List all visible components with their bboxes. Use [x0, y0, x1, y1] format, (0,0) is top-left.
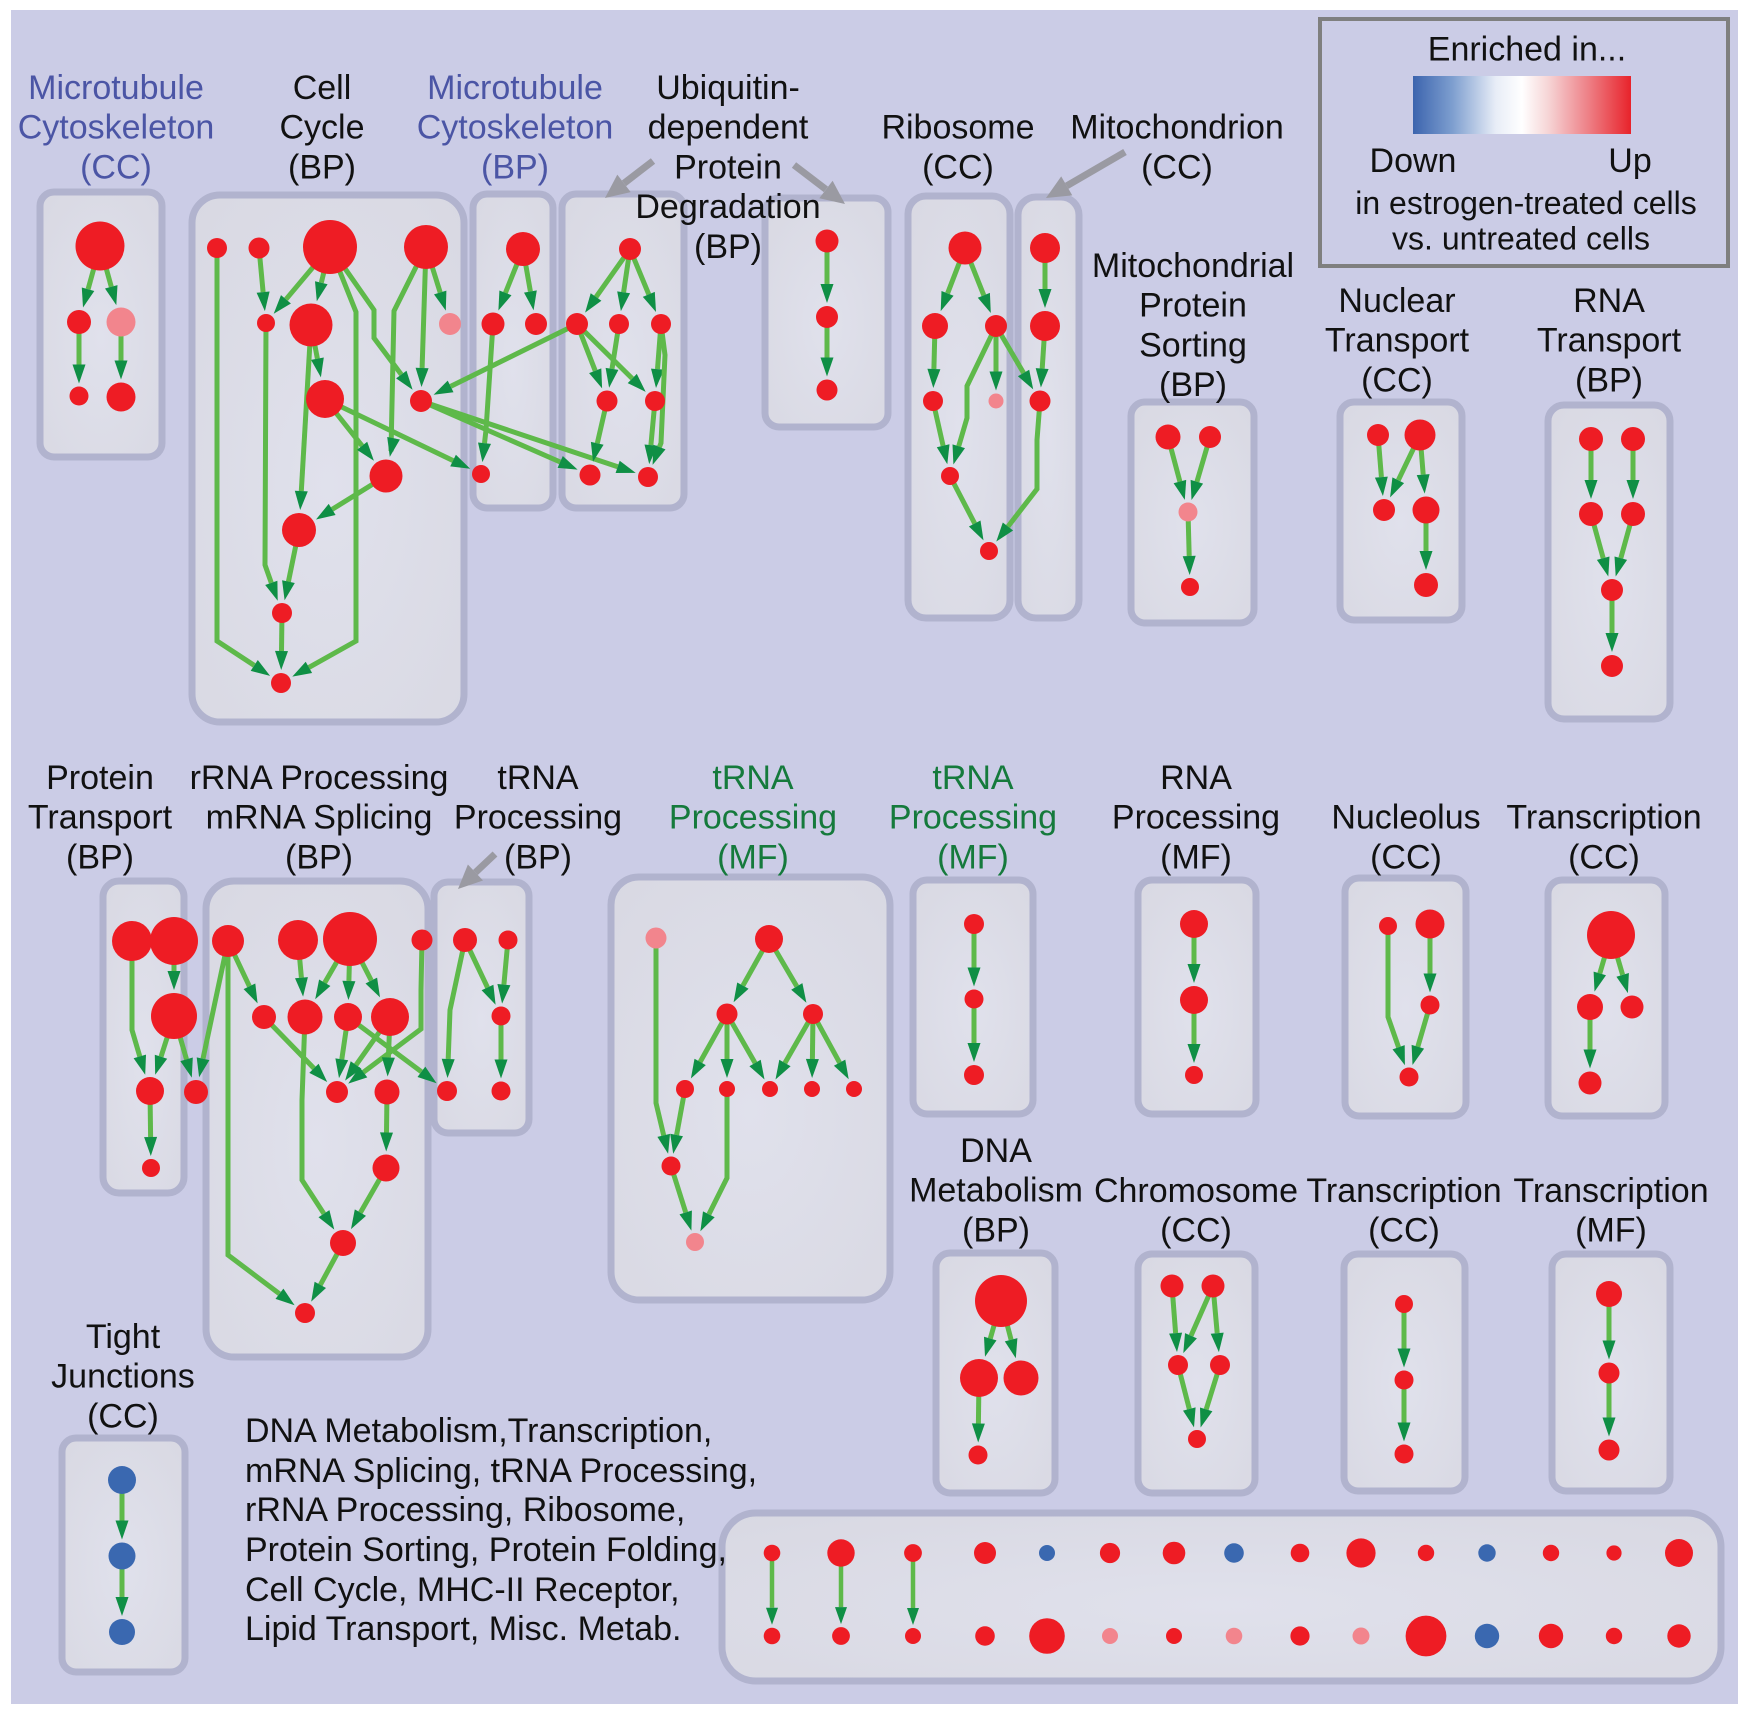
svg-text:mRNA Splicing: mRNA Splicing	[206, 799, 433, 837]
svg-text:Cell: Cell	[293, 69, 352, 107]
svg-text:Cycle: Cycle	[279, 109, 364, 147]
svg-text:Protein: Protein	[46, 759, 154, 797]
svg-text:(CC): (CC)	[1361, 361, 1433, 399]
svg-text:Metabolism: Metabolism	[909, 1172, 1083, 1210]
svg-text:Transport: Transport	[1325, 322, 1470, 360]
svg-text:in estrogen-treated cells: in estrogen-treated cells	[1355, 185, 1697, 221]
svg-text:DNA: DNA	[960, 1132, 1032, 1170]
svg-text:(CC): (CC)	[1568, 838, 1640, 876]
svg-text:Down: Down	[1370, 142, 1457, 180]
svg-text:tRNA: tRNA	[932, 759, 1014, 797]
svg-text:Protein: Protein	[674, 148, 782, 186]
svg-text:(BP): (BP)	[66, 838, 134, 876]
svg-text:RNA: RNA	[1573, 282, 1645, 320]
svg-text:Degradation: Degradation	[635, 188, 820, 226]
svg-text:(BP): (BP)	[962, 1211, 1030, 1249]
svg-text:(CC): (CC)	[922, 148, 994, 186]
svg-text:(MF): (MF)	[717, 838, 789, 876]
svg-text:(BP): (BP)	[504, 838, 572, 876]
svg-text:Junctions: Junctions	[51, 1358, 195, 1396]
svg-text:Microtubule: Microtubule	[427, 69, 603, 107]
svg-text:(BP): (BP)	[1159, 366, 1227, 404]
svg-text:tRNA: tRNA	[712, 759, 794, 797]
svg-text:Nuclear: Nuclear	[1338, 282, 1455, 320]
svg-text:Lipid Transport, Misc. Metab.: Lipid Transport, Misc. Metab.	[245, 1610, 682, 1648]
svg-text:Tight: Tight	[86, 1318, 161, 1356]
svg-text:Transcription: Transcription	[1513, 1172, 1708, 1210]
svg-text:Processing: Processing	[1112, 799, 1280, 837]
svg-text:(BP): (BP)	[1575, 361, 1643, 399]
svg-text:(MF): (MF)	[1160, 838, 1232, 876]
svg-text:Transport: Transport	[1537, 322, 1682, 360]
svg-text:Chromosome: Chromosome	[1094, 1172, 1298, 1210]
svg-text:mRNA Splicing, tRNA Processing: mRNA Splicing, tRNA Processing,	[245, 1452, 757, 1490]
svg-text:(BP): (BP)	[288, 148, 356, 186]
svg-text:Up: Up	[1608, 142, 1651, 180]
svg-text:RNA: RNA	[1160, 759, 1232, 797]
svg-text:(CC): (CC)	[1370, 838, 1442, 876]
svg-text:vs. untreated cells: vs. untreated cells	[1392, 221, 1650, 257]
svg-text:Processing: Processing	[889, 799, 1057, 837]
svg-text:Cytoskeleton: Cytoskeleton	[417, 109, 614, 147]
svg-text:(CC): (CC)	[80, 148, 152, 186]
svg-text:Protein: Protein	[1139, 287, 1247, 325]
svg-text:Cell Cycle, MHC-II Receptor,: Cell Cycle, MHC-II Receptor,	[245, 1571, 680, 1609]
svg-text:Ribosome: Ribosome	[881, 109, 1034, 147]
svg-text:DNA Metabolism,Transcription,: DNA Metabolism,Transcription,	[245, 1412, 712, 1450]
svg-text:Mitochondrial: Mitochondrial	[1092, 247, 1294, 285]
svg-text:Microtubule: Microtubule	[28, 69, 204, 107]
svg-text:tRNA: tRNA	[497, 759, 579, 797]
svg-text:(BP): (BP)	[285, 838, 353, 876]
svg-text:rRNA Processing: rRNA Processing	[190, 759, 449, 797]
svg-text:(CC): (CC)	[87, 1397, 159, 1435]
svg-text:Processing: Processing	[669, 799, 837, 837]
svg-text:Nucleolus: Nucleolus	[1331, 799, 1480, 837]
svg-text:(MF): (MF)	[1575, 1212, 1647, 1250]
svg-text:dependent: dependent	[648, 109, 809, 147]
svg-text:rRNA Processing, Ribosome,: rRNA Processing, Ribosome,	[245, 1491, 685, 1529]
svg-text:Ubiquitin-: Ubiquitin-	[656, 69, 800, 107]
svg-text:Mitochondrion: Mitochondrion	[1070, 109, 1284, 147]
svg-text:(BP): (BP)	[694, 228, 762, 266]
svg-text:(MF): (MF)	[937, 838, 1009, 876]
svg-text:Transcription: Transcription	[1306, 1172, 1501, 1210]
svg-text:Processing: Processing	[454, 799, 622, 837]
svg-text:(BP): (BP)	[481, 148, 549, 186]
svg-text:Transcription: Transcription	[1506, 799, 1701, 837]
svg-text:Transport: Transport	[28, 799, 173, 837]
svg-text:Cytoskeleton: Cytoskeleton	[18, 109, 215, 147]
svg-text:Enriched in...: Enriched in...	[1428, 30, 1626, 68]
svg-text:Sorting: Sorting	[1139, 326, 1247, 364]
svg-text:(CC): (CC)	[1141, 148, 1213, 186]
svg-text:(CC): (CC)	[1368, 1212, 1440, 1250]
svg-text:Protein Sorting, Protein Foldi: Protein Sorting, Protein Folding,	[245, 1531, 727, 1569]
svg-text:(CC): (CC)	[1160, 1212, 1232, 1250]
